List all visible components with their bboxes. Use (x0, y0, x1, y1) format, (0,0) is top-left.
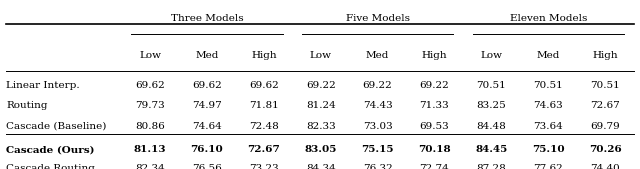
Text: 82.33: 82.33 (306, 122, 335, 131)
Text: 70.51: 70.51 (590, 81, 620, 90)
Text: 74.97: 74.97 (192, 101, 222, 110)
Text: High: High (422, 51, 447, 60)
Text: 76.32: 76.32 (363, 164, 392, 169)
Text: Low: Low (310, 51, 332, 60)
Text: 69.53: 69.53 (420, 122, 449, 131)
Text: Routing: Routing (6, 101, 48, 110)
Text: 74.63: 74.63 (533, 101, 563, 110)
Text: 74.40: 74.40 (590, 164, 620, 169)
Text: 73.03: 73.03 (363, 122, 392, 131)
Text: 80.86: 80.86 (135, 122, 165, 131)
Text: 73.23: 73.23 (249, 164, 278, 169)
Text: 70.26: 70.26 (589, 145, 621, 154)
Text: 84.34: 84.34 (306, 164, 335, 169)
Text: 84.48: 84.48 (477, 122, 506, 131)
Text: 69.22: 69.22 (420, 81, 449, 90)
Text: 69.79: 69.79 (590, 122, 620, 131)
Text: 73.64: 73.64 (533, 122, 563, 131)
Text: 72.67: 72.67 (590, 101, 620, 110)
Text: Five Models: Five Models (346, 14, 410, 22)
Text: 87.28: 87.28 (477, 164, 506, 169)
Text: High: High (251, 51, 276, 60)
Text: Cascade (Ours): Cascade (Ours) (6, 145, 95, 154)
Text: 69.22: 69.22 (363, 81, 392, 90)
Text: 79.73: 79.73 (135, 101, 165, 110)
Text: 72.74: 72.74 (420, 164, 449, 169)
Text: 81.13: 81.13 (134, 145, 166, 154)
Text: 84.45: 84.45 (476, 145, 508, 154)
Text: 83.25: 83.25 (477, 101, 506, 110)
Text: 69.62: 69.62 (249, 81, 278, 90)
Text: 76.10: 76.10 (191, 145, 223, 154)
Text: 75.15: 75.15 (362, 145, 394, 154)
Text: 74.64: 74.64 (192, 122, 222, 131)
Text: Med: Med (536, 51, 560, 60)
Text: 69.22: 69.22 (306, 81, 335, 90)
Text: 71.33: 71.33 (420, 101, 449, 110)
Text: Cascade (Baseline): Cascade (Baseline) (6, 122, 107, 131)
Text: Med: Med (366, 51, 389, 60)
Text: 70.18: 70.18 (418, 145, 451, 154)
Text: Eleven Models: Eleven Models (509, 14, 587, 22)
Text: High: High (593, 51, 618, 60)
Text: 74.43: 74.43 (363, 101, 392, 110)
Text: 69.62: 69.62 (135, 81, 165, 90)
Text: 77.62: 77.62 (533, 164, 563, 169)
Text: Three Models: Three Models (171, 14, 243, 22)
Text: 72.67: 72.67 (248, 145, 280, 154)
Text: 83.05: 83.05 (305, 145, 337, 154)
Text: Low: Low (481, 51, 502, 60)
Text: 81.24: 81.24 (306, 101, 335, 110)
Text: 82.34: 82.34 (135, 164, 165, 169)
Text: 72.48: 72.48 (249, 122, 278, 131)
Text: 69.62: 69.62 (192, 81, 222, 90)
Text: 70.51: 70.51 (477, 81, 506, 90)
Text: 71.81: 71.81 (249, 101, 278, 110)
Text: Cascade Routing: Cascade Routing (6, 164, 95, 169)
Text: 76.56: 76.56 (192, 164, 222, 169)
Text: 70.51: 70.51 (533, 81, 563, 90)
Text: 75.10: 75.10 (532, 145, 564, 154)
Text: Linear Interp.: Linear Interp. (6, 81, 80, 90)
Text: Med: Med (195, 51, 219, 60)
Text: Low: Low (139, 51, 161, 60)
